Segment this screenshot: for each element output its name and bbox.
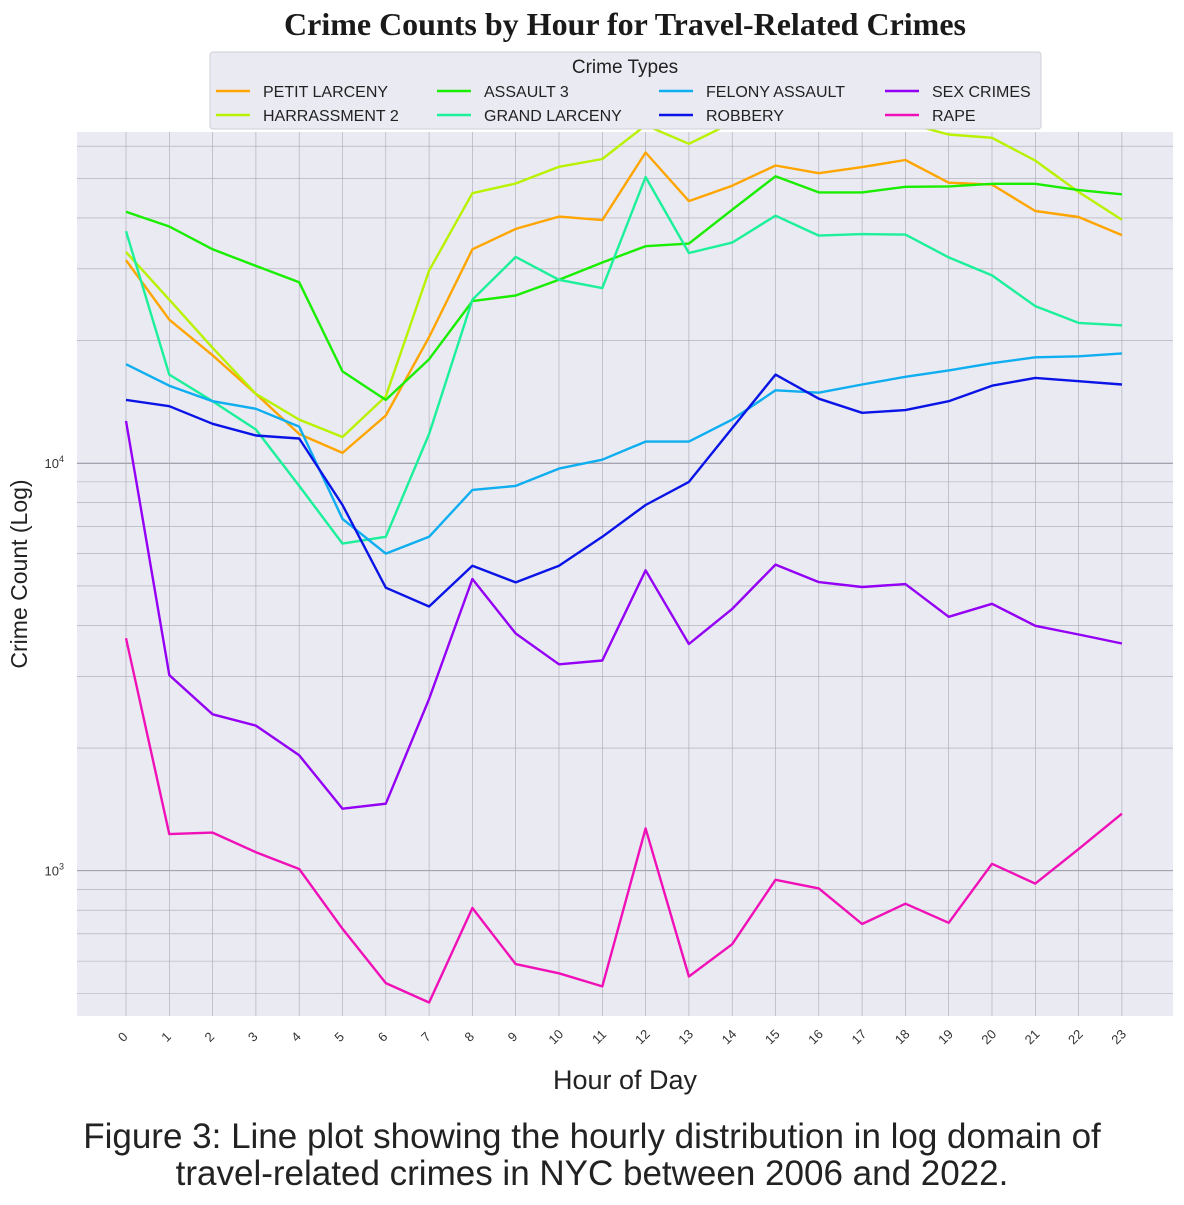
- legend-label: GRAND LARCENY: [484, 108, 622, 125]
- x-tick-label: 11: [589, 1027, 609, 1047]
- x-tick-label: 12: [632, 1026, 653, 1047]
- legend-label: RAPE: [932, 108, 976, 125]
- series-line: [124, 420, 1123, 810]
- x-tick-label: 5: [331, 1029, 347, 1045]
- series-line: [125, 373, 1122, 608]
- legend-label: HARRASSMENT 2: [263, 108, 399, 125]
- y-axis: 103 104: [45, 454, 64, 878]
- x-tick-label: 3: [245, 1029, 261, 1045]
- line-chart: Crime Counts by Hour for Travel-Related …: [6, 6, 1173, 1095]
- x-tick-label: 2: [202, 1029, 218, 1045]
- x-tick-label: 20: [978, 1026, 999, 1047]
- x-tick-label: 6: [375, 1029, 391, 1045]
- y-axis-label: Crime Count (Log): [6, 479, 32, 668]
- plot-area: [77, 132, 1173, 1016]
- x-tick-label: 17: [848, 1026, 869, 1047]
- x-tick-label: 16: [805, 1026, 826, 1047]
- legend-label: ROBBERY: [706, 108, 784, 125]
- x-tick-label: 21: [1022, 1026, 1043, 1047]
- series-line: [125, 151, 1123, 455]
- series-lines: [124, 104, 1123, 1004]
- caption-line-2: travel-related crimes in NYC between 200…: [175, 1154, 1009, 1193]
- x-tick-label: 8: [461, 1029, 477, 1045]
- y-tick-label: 104: [45, 454, 64, 471]
- series-line: [124, 175, 1122, 545]
- legend-label: FELONY ASSAULT: [706, 84, 845, 101]
- legend-label: ASSAULT 3: [484, 84, 569, 101]
- series-line: [125, 352, 1122, 555]
- legend: Crime Types PETIT LARCENY HARRASSMENT 2 AS…: [209, 51, 1042, 130]
- x-axis: 0 1 2 3 4 5 6 7 8 9 10 11 12 13 14 15 16 17 18 19 20 21 22 23: [115, 1026, 1129, 1047]
- x-tick-label: 9: [505, 1029, 521, 1045]
- x-tick-label: 14: [719, 1026, 740, 1047]
- x-tick-label: 13: [675, 1026, 696, 1047]
- x-tick-label: 4: [288, 1029, 304, 1045]
- figure-caption: Figure 3: Line plot showing the hourly d…: [0, 1118, 1184, 1192]
- legend-box: [209, 51, 1042, 130]
- x-tick-label: 10: [545, 1026, 566, 1047]
- x-tick-label: 22: [1065, 1026, 1086, 1047]
- caption-line-1: Figure 3: Line plot showing the hourly d…: [83, 1117, 1101, 1156]
- x-tick-label: 15: [762, 1026, 783, 1047]
- legend-title: Crime Types: [572, 57, 678, 78]
- x-axis-label: Hour of Day: [553, 1065, 698, 1095]
- y-tick-label: 103: [45, 862, 64, 879]
- legend-label: PETIT LARCENY: [263, 84, 388, 101]
- chart-title: Crime Counts by Hour for Travel-Related …: [284, 6, 966, 42]
- series-line: [125, 175, 1123, 402]
- x-tick-label: 7: [418, 1029, 434, 1045]
- x-tick-label: 18: [892, 1026, 913, 1047]
- legend-label: SEX CRIMES: [932, 84, 1031, 101]
- x-tick-label: 23: [1108, 1026, 1129, 1047]
- series-line: [125, 104, 1123, 439]
- x-tick-label: 0: [115, 1029, 131, 1045]
- x-tick-label: 19: [935, 1026, 956, 1047]
- series-line: [124, 637, 1123, 1004]
- x-tick-label: 1: [158, 1029, 174, 1045]
- grid: [77, 132, 1173, 1016]
